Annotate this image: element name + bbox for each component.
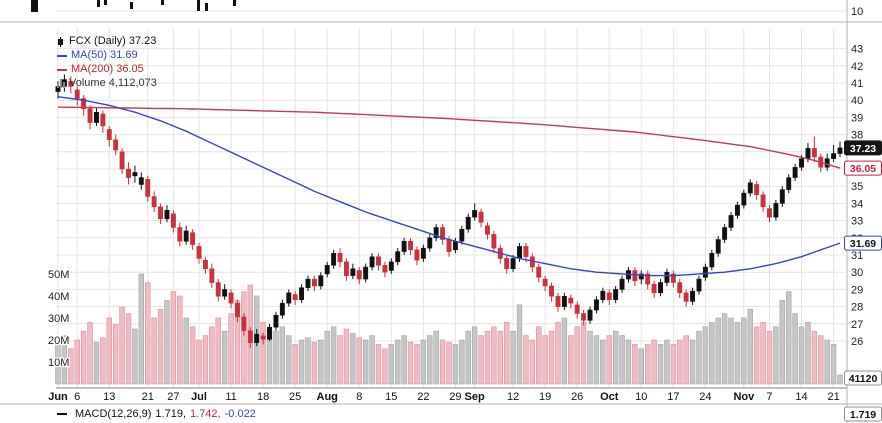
svg-text:14: 14 xyxy=(795,391,807,403)
candlestick-icon xyxy=(57,36,65,47)
svg-text:1.719: 1.719 xyxy=(850,409,876,421)
ma200-legend-label: MA(200) 36.05 xyxy=(71,63,144,75)
svg-text:27: 27 xyxy=(167,391,179,403)
macd-histogram-value: -0.022 xyxy=(224,408,256,420)
svg-text:13: 13 xyxy=(103,391,115,403)
svg-text:Jul: Jul xyxy=(191,391,207,403)
svg-text:50M: 50M xyxy=(48,269,69,281)
ma200-line xyxy=(57,106,841,169)
volume-legend-label: Volume 4,112,073 xyxy=(69,77,157,89)
legend-symbol-row: FCX (Daily) 37.23 xyxy=(57,35,157,48)
svg-text:31: 31 xyxy=(851,250,863,262)
svg-text:10M: 10M xyxy=(48,357,69,369)
ma50-line-swatch-icon xyxy=(57,54,67,57)
axis-badges: 37.23 36.05 31.69 41120 1.719 xyxy=(844,140,882,422)
macd-name: MACD(12,26,9) xyxy=(75,408,152,420)
volume-axis-labels: 50M 40M 30M 20M 10M xyxy=(47,268,71,371)
svg-text:36.05: 36.05 xyxy=(850,163,876,175)
ma50-legend-label: MA(50) 31.69 xyxy=(71,49,138,61)
svg-text:26: 26 xyxy=(571,391,583,403)
svg-text:40M: 40M xyxy=(48,291,69,303)
svg-text:19: 19 xyxy=(539,391,551,403)
svg-text:7: 7 xyxy=(766,391,772,403)
svg-text:41: 41 xyxy=(851,78,863,90)
date-axis-labels: Jun 6 13 21 27 Jul 11 18 25 Aug 8 15 22 29 Sep 12 19 26 Oc… xyxy=(48,391,839,403)
svg-text:20M: 20M xyxy=(48,335,69,347)
svg-text:38: 38 xyxy=(851,130,863,142)
price-axis-labels: 43424140393835343332313029282726 xyxy=(851,44,863,348)
svg-text:17: 17 xyxy=(667,391,679,403)
svg-text:22: 22 xyxy=(417,391,429,403)
macd-signal-value: 1.742, xyxy=(190,408,221,420)
svg-text:Jun: Jun xyxy=(48,391,68,403)
svg-text:25: 25 xyxy=(289,391,301,403)
top-indicator-sliver: 10 xyxy=(0,0,882,23)
svg-text:21: 21 xyxy=(142,391,154,403)
svg-text:12: 12 xyxy=(507,391,519,403)
volume-bars-layer xyxy=(55,273,843,385)
volume-bars-icon xyxy=(57,79,65,88)
svg-text:10: 10 xyxy=(635,391,647,403)
svg-text:35: 35 xyxy=(851,181,863,193)
svg-text:37.23: 37.23 xyxy=(850,143,876,155)
svg-text:6: 6 xyxy=(74,391,80,403)
svg-text:30: 30 xyxy=(851,267,863,279)
svg-text:Oct: Oct xyxy=(600,391,619,403)
candles-layer xyxy=(55,74,843,348)
macd-value: 1.719, xyxy=(155,408,187,420)
svg-text:10: 10 xyxy=(851,6,863,18)
ma50-line xyxy=(57,96,841,277)
svg-text:28: 28 xyxy=(851,302,863,314)
legend-volume-row: Volume 4,112,073 xyxy=(57,77,157,90)
svg-text:30M: 30M xyxy=(48,313,69,325)
svg-text:43: 43 xyxy=(851,44,863,56)
macd-line-swatch-icon xyxy=(57,413,67,415)
legend-ma50-row: MA(50) 31.69 xyxy=(57,49,157,62)
svg-text:27: 27 xyxy=(851,319,863,331)
svg-text:Aug: Aug xyxy=(317,391,338,403)
svg-text:31.69: 31.69 xyxy=(850,238,876,250)
svg-text:34: 34 xyxy=(851,198,863,210)
chart-legend: FCX (Daily) 37.23 MA(50) 31.69 MA(200) 3… xyxy=(57,35,157,91)
svg-text:Sep: Sep xyxy=(465,391,485,403)
legend-ma200-row: MA(200) 36.05 xyxy=(57,63,157,76)
ma200-line-swatch-icon xyxy=(57,68,67,71)
svg-text:15: 15 xyxy=(385,391,397,403)
svg-text:29: 29 xyxy=(449,391,461,403)
svg-text:33: 33 xyxy=(851,216,863,228)
macd-legend: MACD(12,26,9) 1.719, 1.742, -0.022 xyxy=(57,408,256,420)
svg-text:39: 39 xyxy=(851,112,863,124)
svg-text:11: 11 xyxy=(225,391,236,403)
svg-text:41120: 41120 xyxy=(849,373,878,385)
svg-text:24: 24 xyxy=(699,391,711,403)
svg-text:40: 40 xyxy=(851,95,863,107)
svg-text:8: 8 xyxy=(356,391,362,403)
svg-text:Nov: Nov xyxy=(733,391,755,403)
svg-text:26: 26 xyxy=(851,336,863,348)
symbol-title: FCX (Daily) 37.23 xyxy=(69,35,157,47)
svg-text:42: 42 xyxy=(851,61,863,73)
svg-text:29: 29 xyxy=(851,284,863,296)
svg-text:18: 18 xyxy=(257,391,269,403)
svg-text:21: 21 xyxy=(827,391,839,403)
